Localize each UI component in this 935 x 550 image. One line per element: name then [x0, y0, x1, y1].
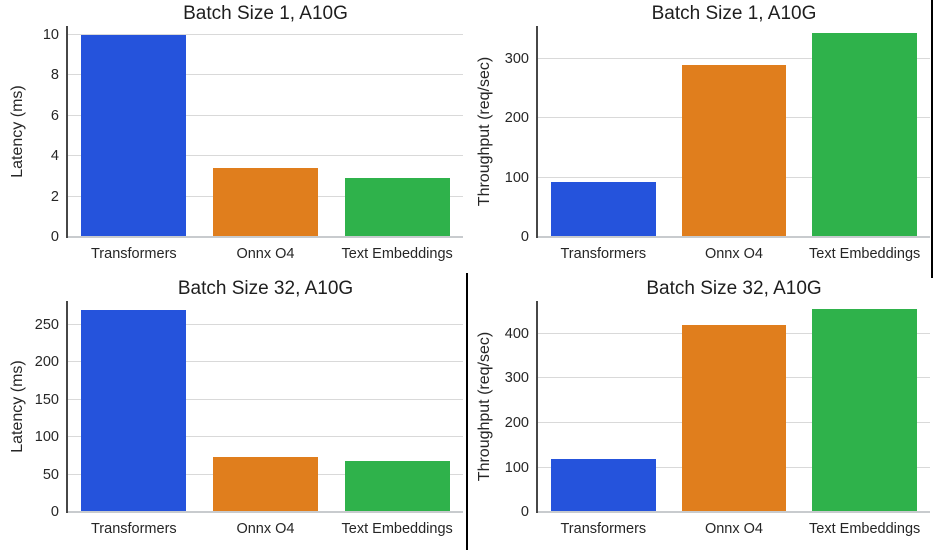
- gridline: [68, 33, 463, 35]
- y-axis-line: [536, 301, 538, 513]
- y-axis-line: [66, 301, 68, 513]
- chart-batch1-throughput: Batch Size 1, A10G Throughput (req/sec) …: [467, 0, 935, 275]
- x-axis-line: [68, 236, 463, 238]
- y-tick-label: 150: [34, 391, 59, 408]
- gridline: [68, 114, 463, 116]
- plot-area: 0 100 200 300 400 Transformers Onnx O4 Text Emb…: [505, 301, 930, 537]
- y-axis-label: Throughput (req/sec): [476, 331, 493, 482]
- y-tick-label: 100: [504, 169, 529, 186]
- x-axis-line: [68, 511, 463, 513]
- y-axis-line: [66, 26, 68, 238]
- bar-onnx-o4: [681, 65, 787, 237]
- x-tick-label: Transformers: [90, 246, 177, 262]
- y-tick-label: 0: [50, 229, 59, 245]
- bar-transformers: [551, 459, 656, 512]
- y-tick-label: 300: [504, 50, 529, 67]
- bar-onnx-o4: [212, 456, 319, 512]
- y-tick-label: 10: [42, 26, 59, 43]
- gridline: [68, 323, 463, 325]
- y-tick-label: 300: [504, 370, 529, 387]
- x-tick-label: Text Embeddings: [809, 521, 921, 537]
- y-tick-label: 200: [504, 414, 529, 431]
- y-axis-line: [536, 26, 538, 238]
- chart-batch1-latency: Batch Size 1, A10G Latency (ms) 0 2 4 6 8 10 T…: [0, 0, 467, 275]
- y-tick-label: 100: [504, 459, 529, 476]
- chart-title: Batch Size 1, A10G: [183, 3, 348, 24]
- plot-area: 0 100 200 300 Transformers Onnx O4 Text Embedd…: [505, 26, 930, 262]
- x-tick-label: Transformers: [560, 246, 647, 262]
- plot-area: 0 50 100 150 200 250 Transformers Onnx O4 Text E…: [35, 301, 463, 537]
- bar-text-embeddings: [344, 461, 450, 512]
- gridline: [68, 436, 463, 438]
- y-tick-label: 400: [504, 325, 529, 342]
- y-tick-label: 4: [50, 148, 59, 165]
- y-tick-label: 8: [50, 67, 59, 84]
- chart-batch32-throughput: Batch Size 32, A10G Throughput (req/sec)…: [467, 275, 935, 550]
- chart-title: Batch Size 32, A10G: [646, 278, 822, 299]
- bar-transformers: [81, 34, 187, 237]
- chart-title: Batch Size 1, A10G: [651, 3, 817, 24]
- separator-line-middle: [466, 273, 468, 550]
- x-tick-label: Onnx O4: [236, 246, 295, 262]
- x-tick-label: Transformers: [560, 521, 647, 537]
- separator-line-right-edge: [931, 0, 933, 278]
- bar-text-embeddings: [812, 309, 917, 512]
- gridline: [68, 155, 463, 157]
- y-tick-label: 6: [50, 107, 59, 124]
- bar-text-embeddings: [344, 178, 450, 237]
- x-tick-label: Onnx O4: [236, 521, 295, 537]
- x-tick-label: Transformers: [90, 521, 177, 537]
- y-axis-label: Latency (ms): [9, 360, 26, 453]
- y-tick-label: 0: [520, 504, 529, 520]
- x-tick-label: Onnx O4: [704, 521, 763, 537]
- y-tick-label: 250: [34, 316, 59, 333]
- x-tick-label: Text Embeddings: [341, 246, 453, 262]
- y-tick-label: 200: [504, 110, 529, 127]
- bar-text-embeddings: [812, 33, 917, 237]
- y-tick-label: 200: [34, 354, 59, 371]
- x-tick-label: Onnx O4: [704, 246, 763, 262]
- y-tick-label: 50: [42, 466, 59, 483]
- x-tick-label: Text Embeddings: [341, 521, 453, 537]
- y-tick-label: 0: [520, 229, 529, 245]
- gridline: [68, 74, 463, 76]
- bar-transformers: [81, 309, 187, 512]
- plot-area: 0 2 4 6 8 10 Transformers Onnx O4 Text Embedding…: [43, 26, 463, 262]
- chart-title: Batch Size 32, A10G: [177, 278, 354, 299]
- y-axis-label: Throughput (req/sec): [476, 56, 493, 207]
- x-axis-line: [538, 236, 930, 238]
- y-axis-label: Latency (ms): [9, 85, 26, 178]
- bar-onnx-o4: [681, 325, 787, 512]
- bar-transformers: [551, 182, 656, 237]
- bar-onnx-o4: [212, 168, 319, 237]
- gridline: [68, 361, 463, 363]
- y-tick-label: 100: [34, 429, 59, 446]
- gridline: [68, 398, 463, 400]
- chart-batch32-latency: Batch Size 32, A10G Latency (ms) 0 50 100 1…: [0, 275, 467, 550]
- y-tick-label: 2: [50, 188, 59, 205]
- y-tick-label: 0: [50, 504, 59, 520]
- x-tick-label: Text Embeddings: [809, 246, 921, 262]
- x-axis-line: [538, 511, 930, 513]
- gridline: [538, 57, 930, 59]
